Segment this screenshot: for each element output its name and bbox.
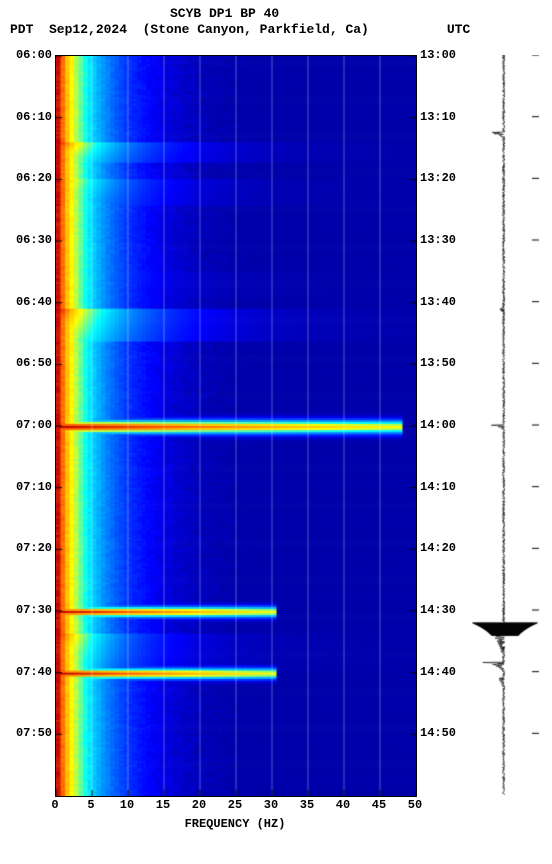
y-left-tick: 06:30	[2, 233, 52, 247]
y-left-tick: 06:20	[2, 171, 52, 185]
x-tick: 30	[256, 798, 286, 812]
x-tick: 45	[364, 798, 394, 812]
x-tick: 5	[76, 798, 106, 812]
spectrogram-heatmap	[55, 55, 417, 797]
y-left-tick: 07:50	[2, 726, 52, 740]
y-right-tick: 14:30	[420, 603, 470, 617]
y-left-tick: 06:10	[2, 110, 52, 124]
chart-title-line2: PDT Sep12,2024 (Stone Canyon, Parkfield,…	[10, 22, 470, 37]
y-left-tick: 07:10	[2, 480, 52, 494]
y-left-tick: 07:20	[2, 541, 52, 555]
y-left-tick: 06:50	[2, 356, 52, 370]
x-tick: 35	[292, 798, 322, 812]
y-right-tick: 14:00	[420, 418, 470, 432]
x-tick: 15	[148, 798, 178, 812]
y-right-tick: 14:20	[420, 541, 470, 555]
y-left-tick: 07:00	[2, 418, 52, 432]
y-right-tick: 13:40	[420, 295, 470, 309]
x-tick: 20	[184, 798, 214, 812]
y-right-tick: 13:10	[420, 110, 470, 124]
y-left-tick: 06:40	[2, 295, 52, 309]
x-axis-label: FREQUENCY (HZ)	[55, 817, 415, 831]
x-tick: 25	[220, 798, 250, 812]
y-left-tick: 06:00	[2, 48, 52, 62]
y-right-tick: 13:20	[420, 171, 470, 185]
y-right-tick: 13:30	[420, 233, 470, 247]
x-tick: 40	[328, 798, 358, 812]
chart-title-line1: SCYB DP1 BP 40	[170, 6, 279, 21]
x-tick: 10	[112, 798, 142, 812]
x-tick: 50	[400, 798, 430, 812]
y-right-tick: 13:50	[420, 356, 470, 370]
y-right-tick: 14:40	[420, 665, 470, 679]
y-left-tick: 07:40	[2, 665, 52, 679]
y-right-tick: 14:10	[420, 480, 470, 494]
seismogram-trace	[470, 55, 540, 795]
y-left-tick: 07:30	[2, 603, 52, 617]
y-right-tick: 14:50	[420, 726, 470, 740]
x-tick: 0	[40, 798, 70, 812]
y-right-tick: 13:00	[420, 48, 470, 62]
